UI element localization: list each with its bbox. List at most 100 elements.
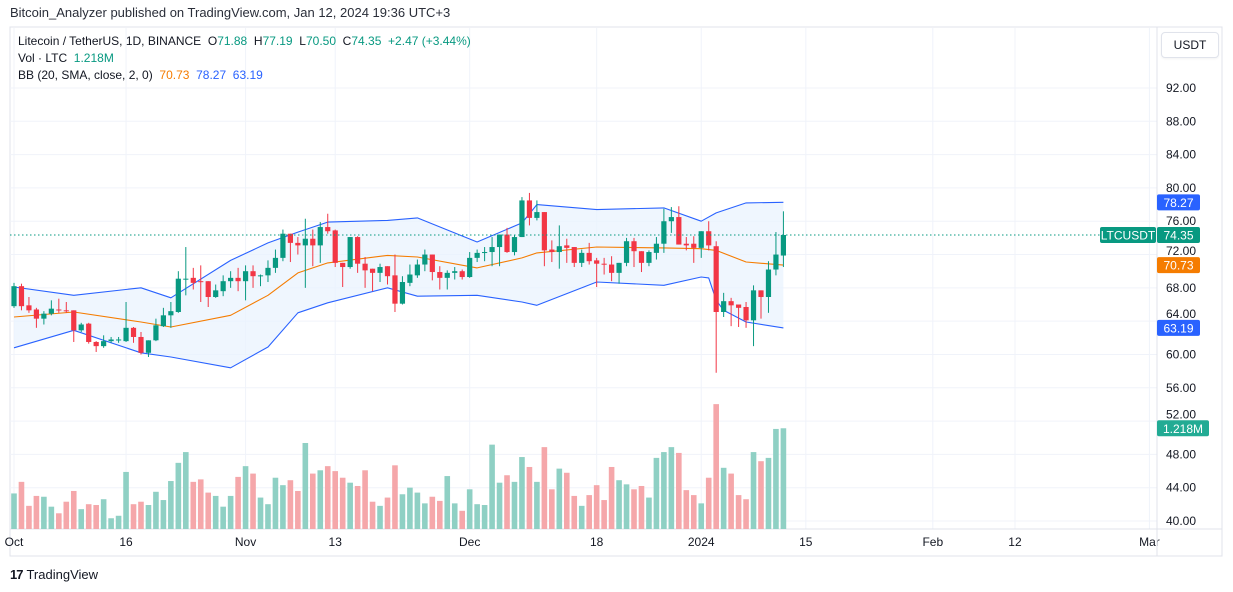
volume-bar xyxy=(250,473,256,529)
high-value: 77.19 xyxy=(262,34,293,48)
y-tick-label: 68.00 xyxy=(1166,281,1196,295)
candle-body xyxy=(11,286,17,307)
candle-body xyxy=(317,227,323,246)
volume-bar xyxy=(257,497,264,529)
volume-label[interactable]: Vol · LTC xyxy=(18,51,68,65)
volume-bar xyxy=(70,490,77,529)
x-tick-label: Feb xyxy=(922,535,943,549)
volume-bar xyxy=(145,505,152,529)
candle-body xyxy=(467,257,473,278)
time-axis-scale[interactable] xyxy=(10,530,1157,556)
candle-body xyxy=(26,305,32,311)
volume-bar xyxy=(556,468,563,529)
candle-body xyxy=(691,243,697,248)
tradingview-logo-icon: 17 xyxy=(10,567,24,582)
candle-body xyxy=(41,313,47,319)
bb-basis-label-bg xyxy=(1157,257,1200,274)
candle-body xyxy=(511,237,518,253)
symbol-title[interactable]: Litecoin / TetherUS, 1D, BINANCE xyxy=(18,34,202,48)
candle-body xyxy=(369,268,376,273)
candle-body xyxy=(504,234,510,253)
last-price-label: 74.35 xyxy=(1163,228,1193,242)
volume-bar xyxy=(85,504,92,529)
footer: 17 TradingView xyxy=(10,567,98,582)
y-tick-label: 72.00 xyxy=(1166,244,1196,258)
volume-bar xyxy=(324,466,331,529)
volume-bar xyxy=(743,499,749,529)
bb-upper-value: 78.27 xyxy=(196,68,227,82)
volume-bar xyxy=(653,457,660,529)
volume-bar xyxy=(183,452,189,529)
volume-bar xyxy=(212,495,219,529)
volume-label: 1.218M xyxy=(1163,422,1203,436)
candle-body xyxy=(250,271,256,277)
volume-bar xyxy=(108,518,114,529)
volume-bar xyxy=(720,467,727,529)
tradingview-logo-text[interactable]: TradingView xyxy=(26,567,99,582)
candle-body xyxy=(145,340,152,353)
candle-body xyxy=(750,290,757,321)
volume-bar xyxy=(33,495,40,529)
volume-bar xyxy=(175,462,182,529)
x-tick-label: 12 xyxy=(1008,535,1022,549)
volume-bar xyxy=(63,501,70,529)
legend-symbol-row: Litecoin / TetherUS, 1D, BINANCE O71.88 … xyxy=(18,34,471,48)
candle-body xyxy=(257,275,264,277)
volume-bar xyxy=(496,482,503,529)
bb-label[interactable]: BB (20, SMA, close, 2, 0) xyxy=(18,68,153,82)
candle-body xyxy=(310,238,316,246)
volume-bar xyxy=(100,499,107,529)
volume-bar xyxy=(26,505,32,529)
candle-body xyxy=(646,252,652,263)
volume-bar xyxy=(638,485,645,529)
candle-body xyxy=(676,217,682,245)
candle-body xyxy=(631,241,637,252)
candle-body xyxy=(728,301,734,306)
candle-body xyxy=(71,310,77,331)
candle-body xyxy=(758,290,764,298)
volume-bar xyxy=(526,466,533,529)
y-tick-label: 60.00 xyxy=(1166,347,1196,361)
candle-body xyxy=(63,310,69,312)
x-tick-label: 16 xyxy=(119,535,133,549)
candle-body xyxy=(414,264,420,276)
candle-body xyxy=(108,339,114,342)
currency-button[interactable]: USDT xyxy=(1161,32,1219,58)
volume-bar xyxy=(392,465,398,529)
candle-body xyxy=(287,233,293,243)
price-axis-scale[interactable] xyxy=(1158,28,1222,529)
volume-bar xyxy=(676,452,682,529)
close-value: 74.35 xyxy=(351,34,382,48)
y-tick-label: 48.00 xyxy=(1166,447,1196,461)
volume-bar xyxy=(758,461,764,529)
bb-upper-label-bg xyxy=(1157,194,1200,211)
candle-body xyxy=(698,231,704,248)
candle-body xyxy=(272,257,279,268)
y-tick-label: 88.00 xyxy=(1166,114,1196,128)
volume-bar xyxy=(310,473,316,529)
candle-body xyxy=(198,281,204,283)
volume-bar xyxy=(429,496,436,529)
volume-bar xyxy=(586,495,592,529)
candle-body xyxy=(18,286,25,307)
y-tick-label: 84.00 xyxy=(1166,148,1196,162)
candle-body xyxy=(429,254,435,273)
volume-bar xyxy=(190,481,197,529)
y-tick-label: 40.00 xyxy=(1166,514,1196,528)
candle-body xyxy=(549,249,555,253)
y-tick-label: 92.00 xyxy=(1166,81,1196,95)
volume-bar xyxy=(593,485,600,529)
candle-body xyxy=(340,262,346,268)
candle-body xyxy=(355,237,361,264)
x-tick-label: Dec xyxy=(459,535,480,549)
candle-body xyxy=(325,227,331,232)
change-value: +2.47 (+3.44%) xyxy=(388,34,471,48)
x-tick-label: 2024 xyxy=(688,535,715,549)
candle-body xyxy=(48,308,54,314)
legend-volume-row: Vol · LTC 1.218M xyxy=(18,51,114,65)
volume-bar xyxy=(332,471,339,529)
candle-body xyxy=(601,263,607,265)
volume-bar xyxy=(750,452,757,529)
open-label: O xyxy=(207,34,218,48)
